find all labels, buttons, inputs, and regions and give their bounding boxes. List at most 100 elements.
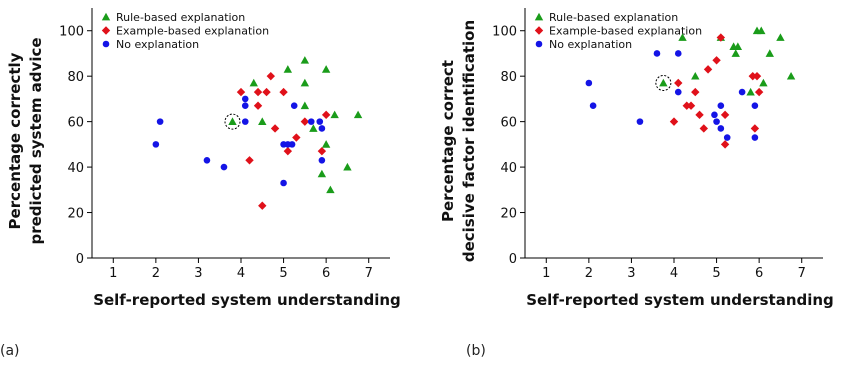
chartb-legend-label: Example-based explanation [549, 25, 702, 38]
charta-data-point [270, 124, 280, 133]
charta-highlight-circle [224, 113, 241, 130]
chartb-data-point [699, 124, 708, 133]
chartb-x-tick-label: 1 [542, 266, 550, 281]
chartb-data-point [746, 87, 755, 96]
chartb-data-point [754, 87, 764, 97]
chartb-data-point [759, 78, 768, 87]
chartb-data-point [712, 56, 721, 65]
charta-data-point [290, 102, 298, 110]
charta-data-point [249, 78, 258, 87]
charta-data-point [326, 185, 335, 194]
chartb-data-point [686, 101, 696, 110]
chartb-y-axis-label: decisive factor identification [460, 20, 478, 262]
chartb-data-point [720, 110, 730, 120]
chartb-data-point [674, 88, 682, 96]
charta-data-point [300, 78, 310, 87]
chart-b: 1 2 3 4 5 6 7 0 20 40 60 80 100 Self-reported system … [439, 8, 834, 309]
chartb-y-tick-label: 0 [509, 252, 517, 267]
chartb-data-point [757, 26, 766, 35]
chartb-data-point [669, 117, 679, 126]
charta-y-tick-label: 80 [67, 70, 84, 85]
charta-data-point [241, 102, 249, 110]
panel-label-a: (a) [0, 343, 20, 359]
chartb-x-tick-label: 4 [670, 266, 678, 281]
charta-data-point [318, 156, 326, 164]
chartb-x-tick-label: 5 [712, 266, 720, 281]
chartb-x-tick-label: 2 [585, 266, 593, 281]
chartb-data-point [738, 88, 746, 96]
charta-data-point [241, 95, 249, 103]
chartb-data-point [711, 111, 718, 119]
charta-data-point [317, 169, 327, 178]
chartb-data-point [731, 49, 740, 57]
charta-legend-marker [101, 26, 111, 35]
chartb-data-point [691, 71, 700, 80]
charta-data-point [321, 110, 331, 120]
charta-data-point [220, 163, 228, 171]
charta-data-point [321, 65, 331, 73]
charta-y-axis-label: predicted system advice [27, 37, 45, 244]
charta-data-point [283, 146, 293, 156]
charta-x-tick-label: 1 [109, 266, 117, 281]
charta-data-point [321, 140, 331, 148]
charta-data-point [262, 87, 271, 97]
chartb-data-point [713, 118, 720, 125]
chartb-x-tick-label: 3 [627, 266, 635, 281]
charta-data-point [292, 133, 301, 142]
charta-x-tick-label: 4 [237, 266, 245, 281]
charta-data-point [241, 118, 249, 125]
charta-data-point [258, 117, 267, 125]
chartb-data-point [589, 102, 597, 110]
charta-data-point [203, 156, 211, 164]
charta-data-point [253, 87, 263, 97]
chartb-data-point [733, 42, 743, 50]
charta-data-point [309, 124, 318, 132]
chartb-data-point [752, 71, 762, 81]
charta-x-tick-label: 7 [365, 266, 373, 281]
chartb-y-tick-label: 40 [500, 161, 517, 176]
charta-x-tick-label: 3 [194, 266, 202, 281]
charta-data-point [228, 117, 237, 125]
chartb-data-point [751, 102, 759, 110]
charta-data-point [307, 118, 315, 125]
charta-legend-label: No explanation [116, 38, 199, 51]
charta-data-point [280, 179, 287, 187]
charta-legend-marker [102, 40, 110, 48]
chart-a: 1 2 3 4 5 6 7 0 20 40 60 80 100 Self-reported system … [6, 8, 401, 309]
chartb-data-point [691, 87, 700, 97]
chartb-x-axis-label: Self-reported system understanding [526, 291, 834, 309]
chartb-legend-label: Rule-based explanation [549, 11, 678, 24]
chartb-data-point [695, 110, 704, 120]
chartb-data-point [750, 124, 760, 133]
chartb-legend-marker [535, 40, 543, 48]
charta-y-tick-label: 40 [67, 161, 84, 176]
chartb-y-tick-label: 20 [500, 207, 517, 222]
charta-data-point [318, 125, 326, 132]
charta-data-point [316, 118, 324, 125]
chartb-data-point [720, 140, 730, 149]
charta-x-tick-label: 6 [322, 266, 330, 281]
chartb-data-point [723, 134, 731, 141]
charta-y-tick-label: 60 [67, 116, 84, 131]
charta-data-point [300, 101, 310, 110]
charta-data-point [266, 71, 275, 81]
chartb-data-point [674, 50, 682, 57]
charta-data-point [152, 141, 160, 148]
chartb-data-point [776, 33, 785, 41]
chartb-data-point [717, 125, 725, 132]
chartb-y-tick-label: 80 [500, 70, 517, 85]
charta-data-point [245, 156, 254, 165]
chartb-legend-label: No explanation [549, 38, 632, 51]
chartb-data-point [585, 79, 593, 87]
charta-legend-marker [101, 12, 111, 21]
charta-y-tick-label: 0 [76, 252, 84, 267]
chartb-data-point [674, 78, 683, 88]
chartb-y-tick-label: 60 [500, 116, 517, 131]
chartb-x-tick-label: 6 [755, 266, 763, 281]
chartb-data-point [653, 50, 661, 57]
charta-data-point [300, 56, 310, 64]
chartb-data-point [765, 49, 774, 57]
chartb-data-point [717, 102, 725, 110]
chartb-legend-marker [534, 26, 544, 35]
panel-label-b: (b) [466, 343, 486, 359]
